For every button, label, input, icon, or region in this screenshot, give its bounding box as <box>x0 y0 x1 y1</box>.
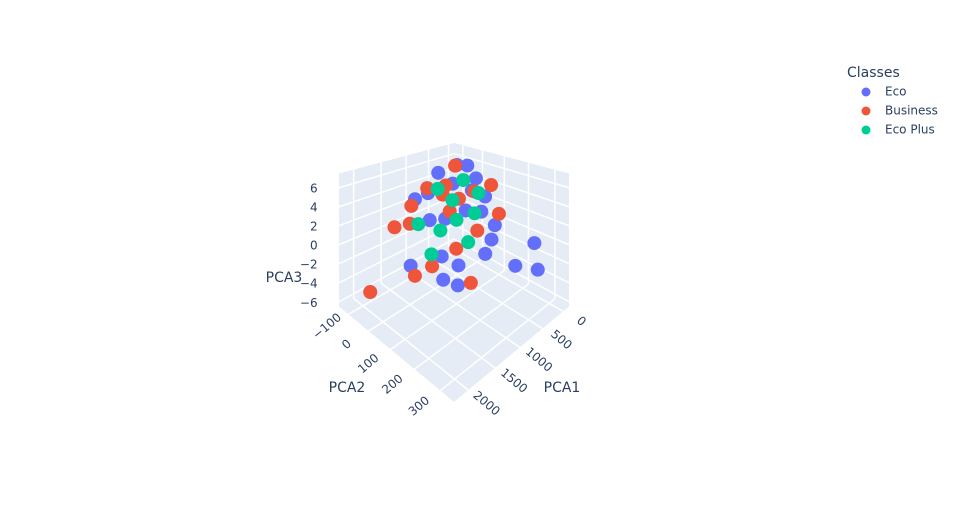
point <box>407 268 422 283</box>
grid-line <box>353 297 470 392</box>
point <box>451 258 466 273</box>
point <box>508 258 523 273</box>
grid-line <box>448 245 564 313</box>
point <box>478 246 493 261</box>
grid-line <box>338 195 455 246</box>
point <box>484 178 499 193</box>
point <box>431 165 446 180</box>
y-tick-label: 200 <box>379 371 406 396</box>
y-tick-label: 100 <box>355 351 382 376</box>
x-tick-label: 1000 <box>523 344 555 374</box>
point <box>449 241 464 256</box>
z-tick-label: 4 <box>310 200 318 214</box>
point <box>484 232 499 247</box>
y-tick-label: −100 <box>310 310 344 342</box>
grid-line <box>338 152 455 189</box>
point <box>467 206 482 221</box>
legend-label: Eco <box>885 85 907 99</box>
y-tick-label: 0 <box>339 336 354 352</box>
grid-line <box>405 268 522 349</box>
point <box>456 173 471 188</box>
point <box>436 272 451 287</box>
point <box>422 213 437 228</box>
point <box>430 181 445 196</box>
x-tick-label: 0 <box>574 313 589 329</box>
point <box>420 181 435 196</box>
point <box>471 186 486 201</box>
point <box>424 247 439 262</box>
y-tick-label: 300 <box>406 393 433 418</box>
point <box>468 171 483 186</box>
point <box>530 262 545 277</box>
x-tick-label: 500 <box>548 327 575 352</box>
grid-line <box>367 257 483 333</box>
legend-marker <box>861 125 871 135</box>
point <box>448 158 463 173</box>
z-tick-label: 0 <box>310 239 318 253</box>
x-axis-title: PCA1 <box>544 380 581 396</box>
point <box>411 217 426 232</box>
point <box>425 259 440 274</box>
z-tick-label: −6 <box>300 296 318 310</box>
point <box>470 223 485 238</box>
point <box>491 206 506 221</box>
legend-marker <box>861 87 871 97</box>
point <box>445 193 460 208</box>
legend-marker <box>861 106 871 116</box>
grid-line <box>453 152 570 189</box>
z-tick-label: −4 <box>300 277 318 291</box>
point <box>461 235 476 250</box>
point <box>404 198 419 213</box>
point <box>363 285 378 300</box>
legend-label: Eco Plus <box>885 123 935 137</box>
grid-line <box>428 256 544 330</box>
point <box>487 218 502 233</box>
legend-title: Classes <box>847 65 900 81</box>
point <box>463 275 478 290</box>
z-tick-label: 2 <box>310 219 318 233</box>
grid-line <box>439 298 556 392</box>
legend-label: Business <box>885 104 938 118</box>
z-tick-label: −2 <box>300 258 318 272</box>
point <box>527 236 542 251</box>
point <box>387 220 402 235</box>
x-tick-label: 1500 <box>498 366 530 396</box>
y-axis-title: PCA2 <box>329 380 366 396</box>
z-axis-title: PCA3 <box>266 270 303 286</box>
grid-line <box>388 270 505 351</box>
x-tick-label: 2000 <box>470 388 502 418</box>
point <box>449 212 464 227</box>
point <box>460 158 475 173</box>
grid-line <box>380 282 497 370</box>
point <box>433 223 448 238</box>
grid-line <box>453 195 570 246</box>
point <box>450 278 465 293</box>
grid-line <box>413 283 529 371</box>
z-tick-label: 6 <box>310 181 318 195</box>
